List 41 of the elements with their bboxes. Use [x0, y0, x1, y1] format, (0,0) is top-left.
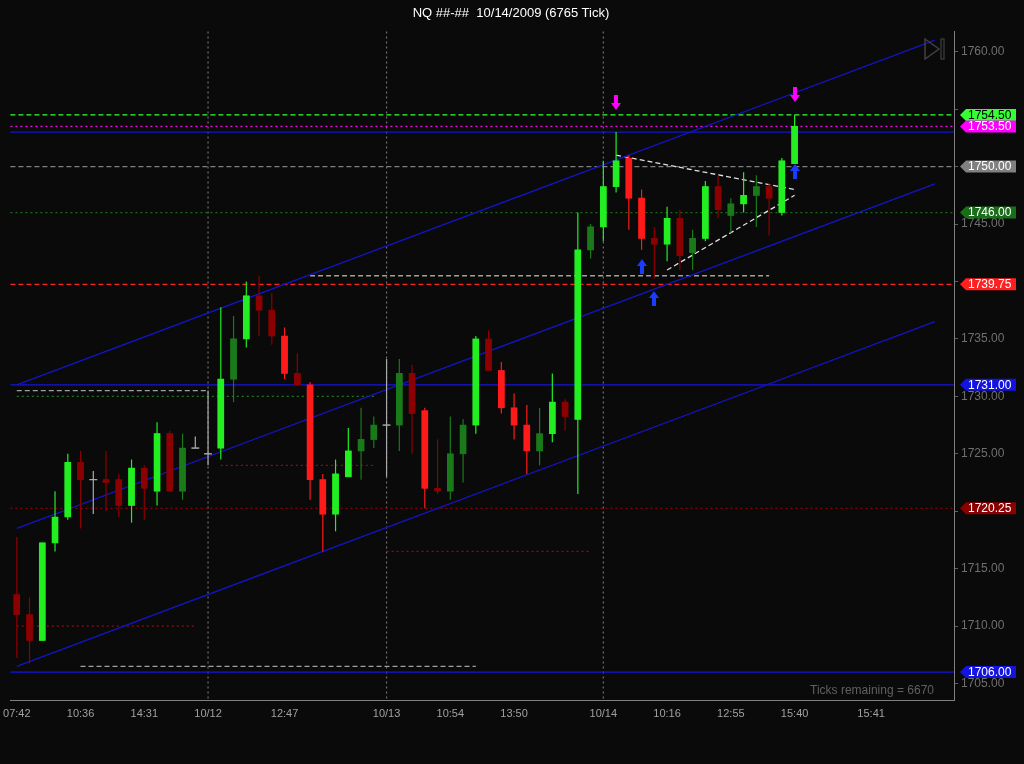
x-tick-label: 15:40: [780, 707, 809, 720]
x-tick-label: 13:50: [500, 707, 528, 720]
y-tick-label: 1710.00: [961, 618, 1005, 633]
x-tick-label: 15:41: [857, 707, 885, 720]
candlestick: [536, 407, 543, 466]
chart-title: NQ ##-## 10/14/2009 (6765 Tick): [412, 5, 610, 21]
candlestick: [689, 229, 696, 271]
x-tick-label: 10:54: [436, 707, 465, 720]
ref-line-label: 1739.75: [968, 277, 1012, 292]
ref-line-label: 1750.00: [968, 159, 1012, 174]
candlestick: [714, 174, 722, 219]
y-tick-label: 1735.00: [961, 331, 1005, 346]
ref-line-label: 1753.50: [968, 119, 1012, 134]
candlestick: [765, 183, 773, 237]
x-tick-label: 07:42: [3, 707, 31, 720]
x-tick-label: 12:47: [270, 707, 299, 720]
candlestick: [255, 275, 263, 337]
candlestick: [651, 226, 658, 280]
candlestick: [293, 352, 301, 386]
y-tick-label: 1715.00: [961, 561, 1005, 575]
x-tick-label: 10:36: [66, 707, 95, 720]
candlestick: [740, 171, 747, 214]
y-tick-label: 1760.00: [961, 44, 1005, 59]
annotation: Ticks remaining = 6670: [810, 683, 935, 698]
y-tick-label: 1725.00: [961, 446, 1005, 461]
candlestick: [370, 415, 378, 449]
candlestick: [13, 536, 21, 659]
x-tick-label: 10/13: [372, 707, 401, 720]
x-tick-label: 12:55: [717, 707, 745, 720]
x-tick-label: 10/14: [589, 707, 618, 720]
candlestick: [510, 392, 518, 441]
x-tick-label: 10/12: [194, 707, 222, 720]
ref-line-label: 1720.25: [968, 501, 1012, 516]
candlestick: [434, 438, 441, 495]
ref-line-label: 1754.50: [968, 107, 1012, 122]
candlestick: [561, 398, 569, 432]
x-tick-label: 14:31: [130, 707, 159, 720]
x-tick-label: 10:16: [653, 707, 681, 720]
candlestick: [102, 450, 110, 512]
candlestick: [357, 407, 365, 481]
y-tick-label: 1745.00: [961, 216, 1005, 231]
